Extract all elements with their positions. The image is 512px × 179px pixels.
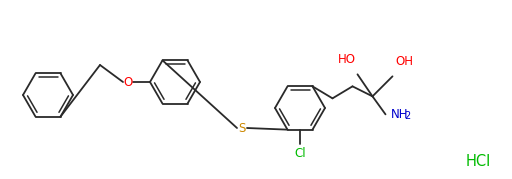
Text: O: O [123,76,133,88]
Text: S: S [238,122,246,134]
Text: Cl: Cl [294,147,306,160]
Text: 2: 2 [404,111,411,121]
Text: OH: OH [395,55,414,68]
Text: NH: NH [391,108,408,121]
Text: HO: HO [337,53,355,66]
Text: HCl: HCl [465,154,490,170]
